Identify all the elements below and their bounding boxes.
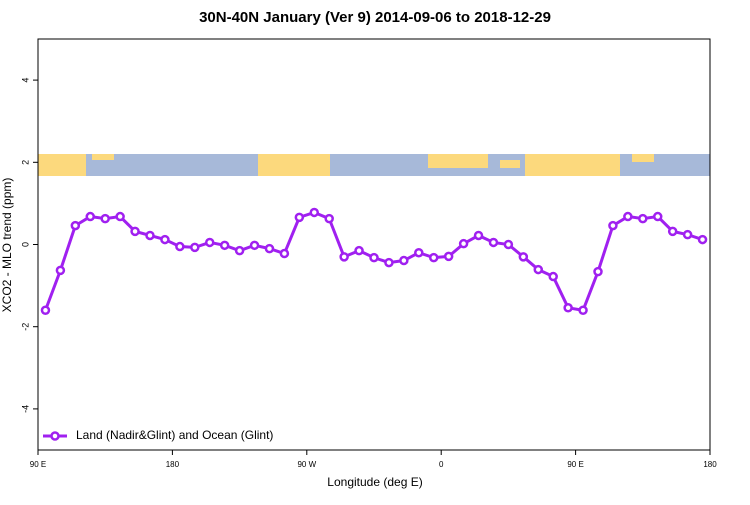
data-point: [309, 207, 320, 218]
data-point: [682, 229, 693, 240]
x-axis-label: Longitude (deg E): [327, 475, 422, 489]
data-point: [428, 252, 439, 263]
data-point: [667, 226, 678, 237]
data-point: [324, 213, 334, 224]
data-point: [204, 237, 215, 248]
data-point: [652, 211, 663, 222]
data-point: [503, 239, 514, 250]
data-point: [339, 252, 349, 262]
data-point: [578, 305, 588, 316]
data-point: [234, 245, 245, 256]
y-tick-label: -4: [20, 405, 30, 413]
y-tick-label: 2: [20, 160, 30, 165]
x-tick-label: 0: [439, 460, 444, 469]
chart-title: 30N-40N January (Ver 9) 2014-09-06 to 20…: [199, 9, 551, 26]
data-point: [623, 211, 633, 222]
y-tick-label: 0: [20, 242, 30, 247]
data-point: [175, 241, 185, 252]
data-point: [518, 252, 529, 262]
data-point: [115, 211, 125, 222]
data-point: [563, 303, 573, 313]
data-point: [533, 264, 544, 275]
y-tick-label: -2: [20, 323, 30, 331]
data-point: [70, 220, 81, 231]
data-point: [697, 234, 708, 245]
data-point: [100, 213, 110, 224]
data-point: [548, 271, 558, 282]
data-point: [40, 305, 51, 316]
x-tick-label: 180: [166, 460, 180, 469]
data-point: [369, 252, 379, 263]
data-point: [264, 243, 275, 254]
legend-label: Land (Nadir&Glint) and Ocean (Glint): [76, 428, 273, 442]
data-point: [384, 257, 394, 268]
data-point: [443, 251, 454, 262]
data-point: [294, 212, 305, 223]
data-point: [414, 247, 424, 258]
y-tick-label: 4: [20, 78, 30, 83]
data-point: [160, 234, 170, 245]
data-point: [279, 248, 290, 259]
legend-marker: [50, 431, 60, 441]
y-axis-label: XCO2 - MLO trend (ppm): [0, 178, 14, 313]
data-point: [399, 255, 409, 266]
data-point: [55, 265, 66, 276]
x-tick-label: 180: [703, 460, 717, 469]
data-point: [488, 237, 499, 248]
data-point: [608, 220, 618, 231]
data-point: [145, 230, 155, 241]
data-point: [458, 238, 469, 249]
data-point: [638, 213, 648, 224]
map-strip: [38, 154, 710, 176]
x-tick-label: 90 E: [30, 460, 46, 469]
data-point: [473, 230, 484, 241]
data-point: [219, 240, 230, 251]
x-tick-label: 90 E: [567, 460, 583, 469]
data-point: [190, 242, 200, 253]
data-point: [130, 226, 140, 237]
data-point: [85, 211, 96, 222]
x-tick-label: 90 W: [297, 460, 316, 469]
data-point: [354, 245, 364, 256]
data-point: [249, 240, 260, 251]
data-point: [593, 266, 603, 277]
